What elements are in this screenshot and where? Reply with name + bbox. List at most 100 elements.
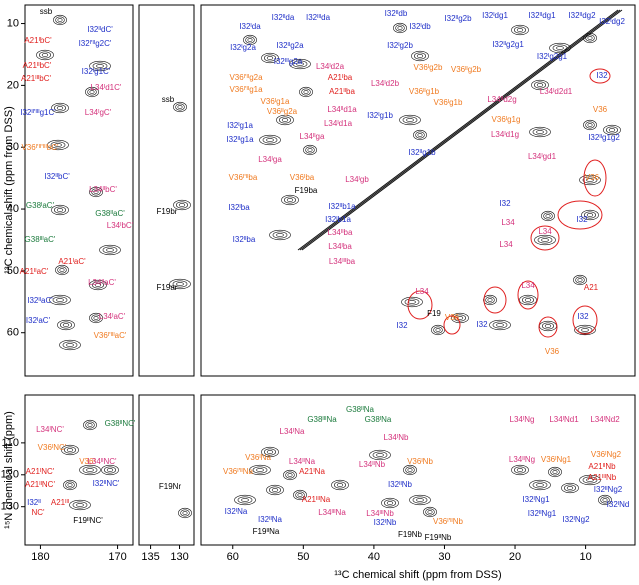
peak-label: V36ᴵ'ᴵᴵ'ᴵᴵᴵbC' (21, 143, 59, 152)
contour (293, 489, 307, 501)
contour (93, 190, 99, 194)
highlight-circle (483, 286, 507, 314)
x-tick-label: 180 (31, 551, 49, 563)
peak-label: L34ᴵᴵd2g (487, 95, 516, 104)
contour (66, 448, 74, 452)
contour (38, 51, 52, 59)
peak-label: L34ᴵᴵᴵNb (366, 509, 394, 518)
y-tick-label: 30 (7, 141, 19, 153)
contour (537, 236, 553, 244)
peak-label: I32ᴵᴵᴵda (306, 13, 331, 22)
peak-label: I32ᴵNd (607, 500, 630, 509)
contour (483, 294, 497, 306)
peak-label: L34ᴵᴵᴵNa (318, 508, 346, 517)
contour (513, 466, 527, 474)
contour (301, 88, 311, 96)
contour (453, 314, 467, 322)
contour (47, 139, 69, 151)
contour (83, 419, 97, 431)
contour (276, 233, 284, 237)
contour (489, 319, 511, 331)
contour (86, 468, 94, 472)
peak-label: L34ᴵNg (510, 415, 535, 424)
peak-label: I32ᴵᴵdC' (87, 25, 113, 34)
contour (511, 24, 529, 36)
peak-label: I32ᴵᴵg2g1 (492, 40, 524, 49)
peak-label: L34ᴵᴵNb (359, 460, 386, 469)
contour (51, 204, 69, 216)
contour (91, 281, 105, 289)
contour (602, 498, 608, 502)
contour (66, 343, 74, 347)
contour (175, 103, 185, 111)
peak-label: L34ᴵᴵNa (289, 457, 316, 466)
contour (53, 104, 67, 112)
contour (397, 26, 403, 30)
contour (176, 282, 184, 286)
contour (534, 234, 556, 246)
contour (266, 138, 274, 142)
contour (416, 54, 424, 58)
contour (395, 24, 405, 32)
peak-label: V36ᴵNC' (38, 443, 67, 452)
peak-label: L34ᴵba (328, 242, 352, 251)
contour (36, 49, 54, 61)
contour (262, 136, 278, 144)
contour (409, 494, 431, 506)
peak-label: I32ᴵᴵb1a (328, 202, 356, 211)
contour (89, 60, 111, 72)
peak-label: A21ᴵᴵᴵ (51, 498, 69, 507)
contour (544, 324, 552, 328)
contour (56, 106, 64, 110)
contour (94, 283, 102, 287)
contour (82, 466, 98, 474)
peak-label: I32ᴵg1b (367, 111, 393, 120)
y-tick-label: 20 (7, 79, 19, 91)
peak-label: V36ᴵ'ᴵᴵNa (223, 467, 254, 476)
contour (252, 466, 268, 474)
peak-label: L34ᴵNd1 (549, 415, 579, 424)
peak-label: G38ᴵᴵᴵaC' (25, 235, 56, 244)
peak-label: L34ᴵNa (280, 427, 305, 436)
contour (87, 88, 97, 96)
contour (271, 488, 279, 492)
contour (263, 448, 277, 456)
peak-label: I32ᴵᴵbC' (44, 172, 70, 181)
peak-label: L34ᴵNb (384, 433, 409, 442)
contour (415, 131, 425, 139)
peak-label: I32ᴵᴵNC' (93, 479, 120, 488)
contour (57, 18, 63, 22)
contour (513, 26, 527, 34)
peak-label: I32 (576, 215, 588, 224)
contour (305, 146, 315, 154)
contour (281, 118, 289, 122)
peak-label: G38ᴵᴵᴵNa (307, 415, 337, 424)
peak-label: ssb (162, 95, 175, 104)
peak-label: I32ᴵᴵ'ᴵᴵᴵg1C' (20, 108, 56, 117)
peak-label: L34 (501, 218, 515, 227)
contour (516, 28, 524, 32)
contour (416, 498, 424, 502)
contour (85, 86, 99, 98)
contour (581, 328, 589, 332)
contour (532, 128, 548, 136)
peak-label: I32ᴵᴵg2b (444, 14, 472, 23)
contour (286, 198, 294, 202)
peak-label: V36ᴵNg2 (591, 450, 622, 459)
peak-label: I32ᴵda (239, 22, 261, 31)
panel-frame (200, 4, 636, 377)
panel-frame (24, 394, 134, 546)
peak-label: L34ᴵᴵaC' (88, 278, 116, 287)
peak-label: I32 (596, 71, 608, 80)
contour (297, 493, 303, 497)
contour (245, 36, 255, 44)
contour (425, 508, 435, 516)
contour (59, 321, 73, 329)
peak-label: I32 (396, 321, 408, 330)
peak-label: V36 (593, 105, 608, 114)
contour (56, 298, 64, 302)
peak-label: V36ᴵᴵg2b (451, 65, 482, 74)
peak-label: V36ᴵg1a (261, 97, 290, 106)
contour (408, 300, 416, 304)
peak-label: V36 (445, 313, 460, 322)
